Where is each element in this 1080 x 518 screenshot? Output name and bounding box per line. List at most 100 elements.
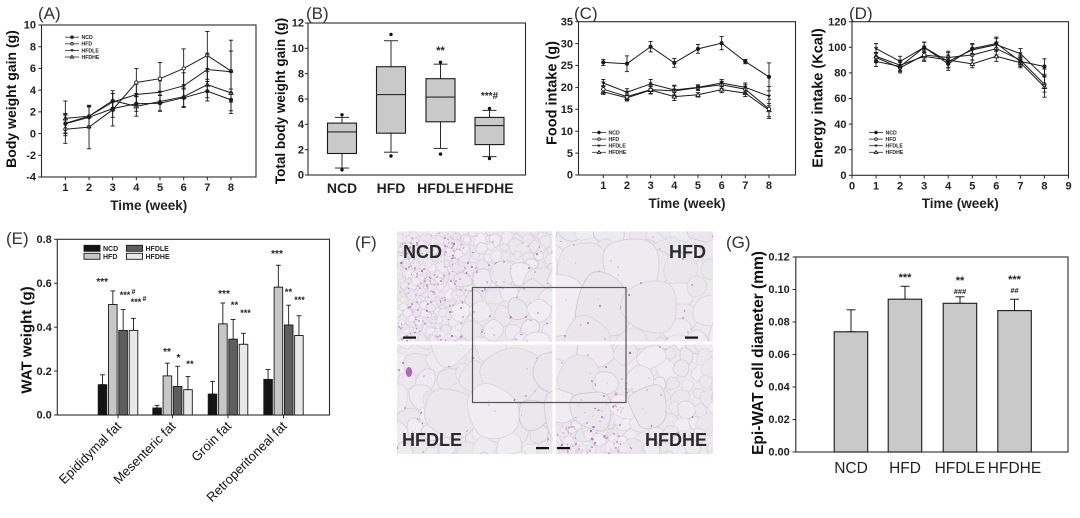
svg-text:HFDLE: HFDLE	[935, 460, 986, 477]
svg-text:###: ###	[954, 287, 967, 296]
svg-text:HFDLE: HFDLE	[417, 180, 464, 196]
svg-text:1: 1	[873, 180, 879, 192]
svg-text:6: 6	[298, 94, 304, 106]
svg-text:**: **	[436, 45, 445, 57]
svg-text:HFD: HFD	[889, 460, 921, 477]
svg-text:0.12: 0.12	[768, 252, 789, 264]
svg-text:8: 8	[766, 180, 772, 192]
svg-text:6: 6	[719, 180, 725, 192]
svg-text:0.10: 0.10	[768, 284, 789, 296]
svg-text:Food intake (g): Food intake (g)	[545, 41, 561, 145]
svg-text:12: 12	[292, 18, 304, 30]
svg-text:***#: ***#	[481, 91, 499, 102]
svg-text:Time (week): Time (week)	[110, 198, 187, 213]
svg-text:5: 5	[695, 180, 701, 192]
svg-text:1: 1	[600, 180, 606, 192]
svg-text:HFDHE: HFDHE	[82, 55, 100, 61]
svg-text:HFDLE: HFDLE	[886, 144, 904, 150]
svg-text:-4: -4	[26, 172, 37, 184]
svg-text:NCD: NCD	[403, 242, 442, 262]
svg-text:***: ***	[1008, 274, 1022, 286]
svg-text:HFDHE: HFDHE	[886, 150, 904, 156]
svg-text:2: 2	[897, 180, 903, 192]
svg-text:8: 8	[298, 68, 304, 80]
svg-text:NCD: NCD	[834, 460, 868, 477]
svg-text:2: 2	[86, 182, 92, 194]
svg-text:80: 80	[834, 68, 846, 80]
svg-text:HFDLE: HFDLE	[146, 246, 170, 253]
svg-text:##: ##	[1010, 286, 1019, 295]
svg-text:HFDLE: HFDLE	[82, 48, 100, 54]
svg-text:0.08: 0.08	[768, 317, 789, 329]
svg-text:HFDHE: HFDHE	[146, 254, 170, 261]
svg-text:***: ***	[294, 295, 305, 305]
svg-text:HFDHE: HFDHE	[465, 180, 513, 196]
svg-text:***: ***	[120, 290, 131, 300]
svg-text:***: ***	[899, 272, 913, 284]
svg-text:0: 0	[840, 170, 846, 182]
svg-text:HFD: HFD	[609, 137, 620, 143]
svg-text:9: 9	[1065, 180, 1071, 192]
svg-text:1: 1	[62, 182, 68, 194]
svg-text:***: ***	[131, 297, 142, 307]
svg-text:(B): (B)	[306, 4, 329, 23]
svg-text:3: 3	[110, 182, 116, 194]
svg-text:8: 8	[30, 41, 36, 53]
svg-text:***: ***	[96, 277, 108, 288]
svg-text:HFDLE: HFDLE	[402, 430, 462, 450]
svg-text:15: 15	[561, 104, 573, 116]
svg-text:2: 2	[298, 144, 304, 156]
svg-text:Time (week): Time (week)	[648, 196, 725, 211]
svg-text:5: 5	[157, 182, 163, 194]
svg-text:HFD: HFD	[103, 254, 117, 261]
svg-text:0.02: 0.02	[768, 414, 789, 426]
svg-text:4: 4	[671, 180, 678, 192]
svg-text:NCD: NCD	[327, 180, 357, 196]
svg-text:30: 30	[561, 38, 573, 50]
svg-text:0: 0	[849, 180, 855, 192]
svg-text:(C): (C)	[574, 4, 598, 23]
svg-text:0: 0	[298, 170, 304, 182]
svg-text:**: **	[231, 300, 239, 311]
svg-text:3: 3	[921, 180, 927, 192]
svg-text:10: 10	[24, 20, 36, 32]
svg-text:0.4: 0.4	[37, 322, 53, 334]
svg-text:**: **	[956, 275, 965, 287]
svg-text:4: 4	[298, 119, 305, 131]
svg-text:Epi-WAT cell diameter (mm): Epi-WAT cell diameter (mm)	[750, 251, 767, 455]
svg-text:8: 8	[1041, 180, 1047, 192]
svg-text:#: #	[143, 296, 147, 303]
svg-text:HFD: HFD	[886, 137, 897, 143]
svg-text:0.8: 0.8	[37, 234, 52, 246]
svg-text:WAT weight (g): WAT weight (g)	[19, 286, 36, 393]
svg-text:HFDLE: HFDLE	[609, 144, 627, 150]
svg-text:**: **	[186, 359, 194, 370]
svg-text:Time (week): Time (week)	[922, 196, 999, 211]
svg-text:7: 7	[742, 180, 748, 192]
svg-text:HFDHE: HFDHE	[609, 150, 627, 156]
svg-text:0.0: 0.0	[37, 410, 52, 422]
svg-text:60: 60	[834, 93, 846, 105]
svg-text:Energy intake (Kcal): Energy intake (Kcal)	[811, 28, 827, 168]
svg-text:8: 8	[228, 182, 234, 194]
svg-text:0.00: 0.00	[768, 447, 789, 459]
svg-text:0: 0	[30, 128, 36, 140]
svg-text:25: 25	[561, 60, 573, 72]
svg-text:0.2: 0.2	[37, 366, 52, 378]
svg-text:10: 10	[292, 43, 304, 55]
svg-text:Body weight gain (g): Body weight gain (g)	[3, 30, 19, 168]
svg-text:HFD: HFD	[669, 242, 706, 262]
svg-text:*: *	[177, 353, 181, 364]
svg-text:NCD: NCD	[886, 130, 897, 136]
svg-text:7: 7	[204, 182, 210, 194]
svg-text:NCD: NCD	[103, 246, 118, 253]
svg-text:**: **	[163, 347, 171, 358]
svg-text:0.6: 0.6	[37, 278, 52, 290]
svg-text:4: 4	[133, 182, 140, 194]
svg-text:20: 20	[561, 82, 573, 94]
svg-text:NCD: NCD	[82, 35, 93, 41]
svg-text:2: 2	[624, 180, 630, 192]
svg-text:6: 6	[993, 180, 999, 192]
svg-text:0: 0	[567, 170, 573, 182]
svg-text:35: 35	[561, 16, 573, 28]
